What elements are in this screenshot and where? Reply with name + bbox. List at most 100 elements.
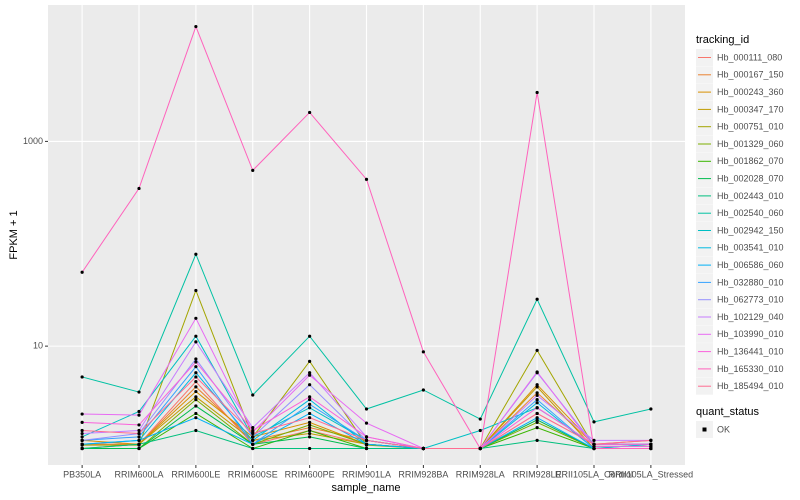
data-point [535, 438, 539, 442]
data-point [308, 426, 312, 430]
data-point [251, 428, 255, 433]
data-point [308, 398, 312, 402]
data-point [137, 431, 141, 436]
data-point [137, 186, 141, 191]
data-point [364, 177, 369, 181]
data-point [194, 340, 198, 344]
data-point [251, 168, 255, 172]
legend-label: Hb_001862_070 [717, 156, 784, 166]
legend-label: Hb_102129_040 [717, 312, 784, 322]
data-point [194, 389, 198, 394]
legend-label: Hb_002028_070 [717, 173, 784, 183]
data-point [308, 431, 312, 436]
data-point [308, 423, 312, 427]
data-point [478, 417, 482, 421]
y-tick-label: 1000 [23, 136, 43, 146]
data-point [251, 442, 255, 446]
data-point [251, 438, 255, 442]
data-point [194, 316, 198, 320]
data-point [308, 446, 312, 451]
data-point [364, 407, 369, 411]
legend-label: OK [717, 424, 730, 434]
legend-label: Hb_000243_360 [717, 87, 784, 97]
data-point [535, 411, 539, 416]
data-point [535, 90, 539, 95]
data-point [137, 446, 141, 451]
data-point [478, 446, 482, 451]
legend-title: tracking_id [696, 34, 749, 46]
x-tick-label: RRIM600LA [114, 469, 163, 479]
legend-label: Hb_000111_080 [717, 52, 782, 62]
data-point [308, 383, 312, 387]
data-point [251, 431, 255, 436]
data-point [535, 426, 539, 430]
legend-label: Hb_001329_060 [717, 139, 784, 149]
data-point [251, 393, 255, 397]
legend-label: Hb_002942_150 [717, 225, 784, 235]
data-point [194, 416, 198, 420]
data-point [535, 406, 539, 410]
data-point [80, 428, 84, 433]
legend-label: Hb_136441_010 [717, 346, 784, 356]
data-point [649, 407, 653, 411]
data-point [364, 438, 369, 442]
x-tick-label: RRII105LA_Control [555, 469, 633, 479]
data-point [251, 446, 255, 451]
data-point [535, 416, 539, 420]
data-point [535, 385, 539, 389]
data-point [364, 435, 369, 439]
data-point [535, 391, 539, 395]
legend-label: Hb_000167_150 [717, 70, 784, 80]
data-point [535, 297, 539, 301]
data-point [308, 416, 312, 420]
data-point [80, 375, 84, 379]
data-point [137, 423, 141, 427]
data-point [308, 420, 312, 424]
data-point [194, 360, 198, 364]
data-point [308, 359, 312, 363]
data-point [308, 373, 312, 377]
data-point [649, 438, 653, 442]
data-point [194, 398, 198, 402]
legend-label: Hb_103990_010 [717, 329, 784, 339]
data-point [80, 420, 84, 424]
x-tick-label: RRIM600PE [285, 469, 335, 479]
data-point [592, 446, 596, 451]
x-tick-label: RRII105LA_Stressed [609, 469, 694, 479]
data-point [194, 385, 198, 389]
legend-label: Hb_165330_010 [717, 364, 784, 374]
legend-label: Hb_002540_060 [717, 208, 784, 218]
legend-label: Hb_000347_170 [717, 104, 784, 114]
data-point [194, 357, 198, 361]
data-point [137, 428, 141, 433]
data-point [308, 110, 312, 115]
data-point [194, 24, 198, 29]
data-point [535, 348, 539, 352]
data-point [251, 435, 255, 439]
data-point [308, 411, 312, 416]
data-point [194, 375, 198, 379]
data-point [194, 428, 198, 433]
data-point [80, 431, 84, 436]
x-axis-title: sample_name [331, 482, 400, 494]
data-point [308, 395, 312, 399]
data-point [194, 252, 198, 256]
data-point [421, 446, 425, 451]
legend-label: Hb_002443_010 [717, 191, 784, 201]
data-point [535, 370, 539, 374]
x-tick-label: RRIM901LA [342, 469, 391, 479]
y-tick-label: 10 [33, 341, 43, 351]
legend-label: Hb_003541_010 [717, 243, 784, 253]
data-point [80, 270, 84, 274]
data-point [80, 435, 84, 439]
data-point [592, 420, 596, 424]
data-point [478, 428, 482, 433]
legend-label: Hb_006586_060 [717, 260, 784, 270]
data-point [364, 421, 369, 425]
data-point [364, 442, 369, 446]
x-tick-label: RRIM600LE [171, 469, 220, 479]
data-point [535, 401, 539, 405]
data-point [194, 288, 198, 293]
data-point [535, 420, 539, 424]
